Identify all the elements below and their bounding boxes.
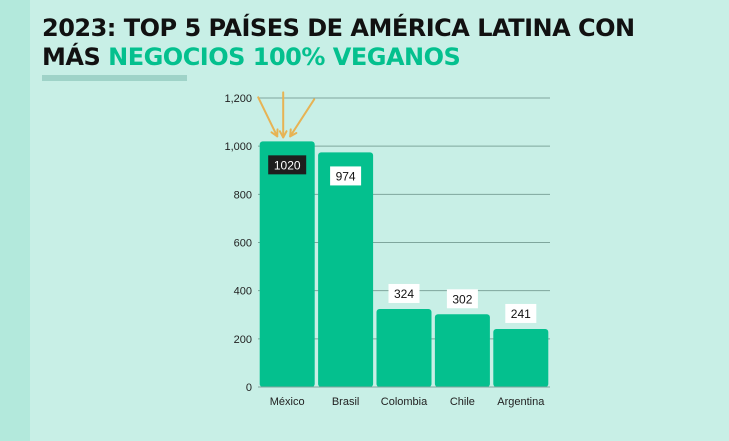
data-label-box [446,289,478,309]
title-line-1: 2023: TOP 5 PAÍSES DE AMÉRICA LATINA CON [42,14,635,42]
y-tick-label: 0 [246,382,252,394]
bar [376,308,432,387]
data-label-box [268,155,307,175]
highlight-arrowhead-icon [270,128,279,138]
bar [259,141,315,387]
bar [318,152,374,387]
data-label: 324 [394,287,414,301]
title-line-2-start: MÁS [42,43,101,71]
highlight-arrow-icon [289,98,316,138]
bar [493,328,549,387]
y-tick-label: 400 [234,286,252,298]
x-tick-label: Brasil [332,396,360,408]
data-label: 241 [511,307,531,321]
data-label-box [505,303,537,323]
highlight-arrowhead-icon [289,128,298,138]
y-tick-label: 1,000 [224,141,252,153]
y-tick-label: 600 [234,238,252,250]
side-panel [0,0,30,441]
data-label: 974 [336,169,356,183]
data-label: 1020 [274,158,301,172]
y-tick-label: 1,200 [224,93,252,105]
y-tick-label: 800 [234,189,252,201]
data-label-box [330,166,362,186]
highlight-arrow-icon [257,96,279,138]
title-underline [42,75,187,81]
data-label-box [388,283,420,303]
data-label: 302 [452,292,472,306]
chart-title: 2023: TOP 5 PAÍSES DE AMÉRICA LATINA CON… [42,14,635,72]
x-tick-label: Colombia [381,396,428,408]
x-tick-label: México [270,396,305,408]
y-tick-label: 200 [234,334,252,346]
x-tick-label: Chile [450,396,475,408]
x-tick-label: Argentina [497,396,545,408]
bar [434,314,490,387]
title-highlight: NEGOCIOS 100% VEGANOS [108,43,461,71]
highlight-arrowhead-icon [278,130,288,139]
